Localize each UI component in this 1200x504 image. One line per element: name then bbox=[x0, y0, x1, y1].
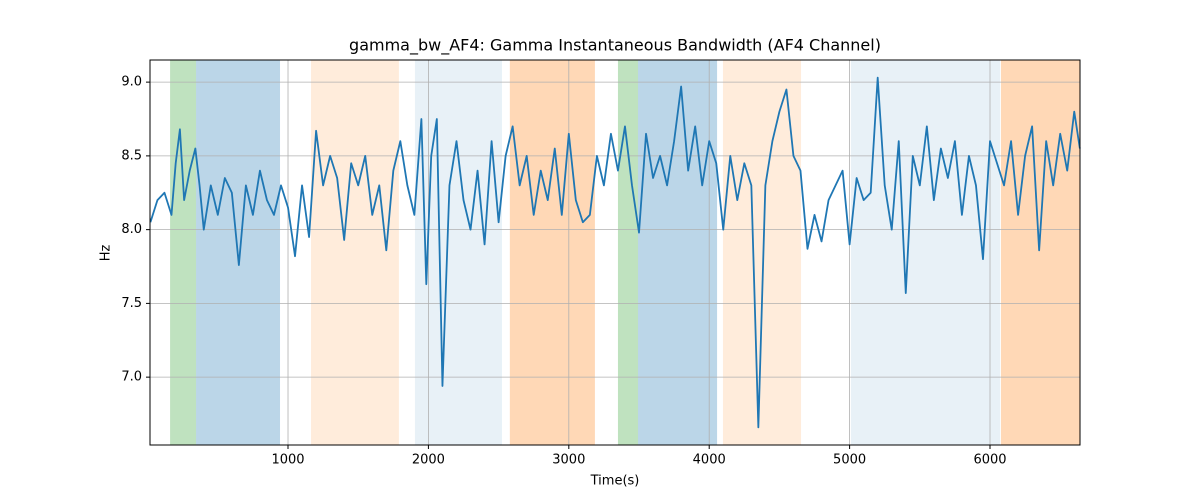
shaded-span bbox=[617, 60, 639, 445]
shaded-span bbox=[851, 60, 1001, 445]
x-tick-label: 5000 bbox=[833, 453, 866, 468]
shaded-span bbox=[414, 60, 502, 445]
y-tick-label: 7.0 bbox=[121, 370, 142, 385]
x-tick-label: 3000 bbox=[552, 453, 585, 468]
x-tick-label: 4000 bbox=[693, 453, 726, 468]
shaded-span bbox=[1000, 60, 1080, 445]
x-tick-label: 6000 bbox=[973, 453, 1006, 468]
shaded-span bbox=[509, 60, 595, 445]
plot-frame bbox=[149, 59, 1081, 446]
shaded-span bbox=[722, 60, 802, 445]
y-tick-label: 8.5 bbox=[121, 148, 142, 163]
shaded-span bbox=[170, 60, 197, 445]
chart-title: gamma_bw_AF4: Gamma Instantaneous Bandwi… bbox=[349, 36, 881, 56]
x-axis-label: Time(s) bbox=[590, 474, 640, 489]
y-tick-label: 9.0 bbox=[121, 75, 142, 90]
shaded-span bbox=[311, 60, 399, 445]
y-tick-label: 8.0 bbox=[121, 222, 142, 237]
data-line bbox=[149, 76, 1081, 429]
x-tick-label: 2000 bbox=[412, 453, 445, 468]
x-tick-label: 1000 bbox=[271, 453, 304, 468]
shaded-span bbox=[638, 60, 718, 445]
y-axis-label: Hz bbox=[99, 245, 114, 262]
y-tick-label: 7.5 bbox=[121, 296, 142, 311]
